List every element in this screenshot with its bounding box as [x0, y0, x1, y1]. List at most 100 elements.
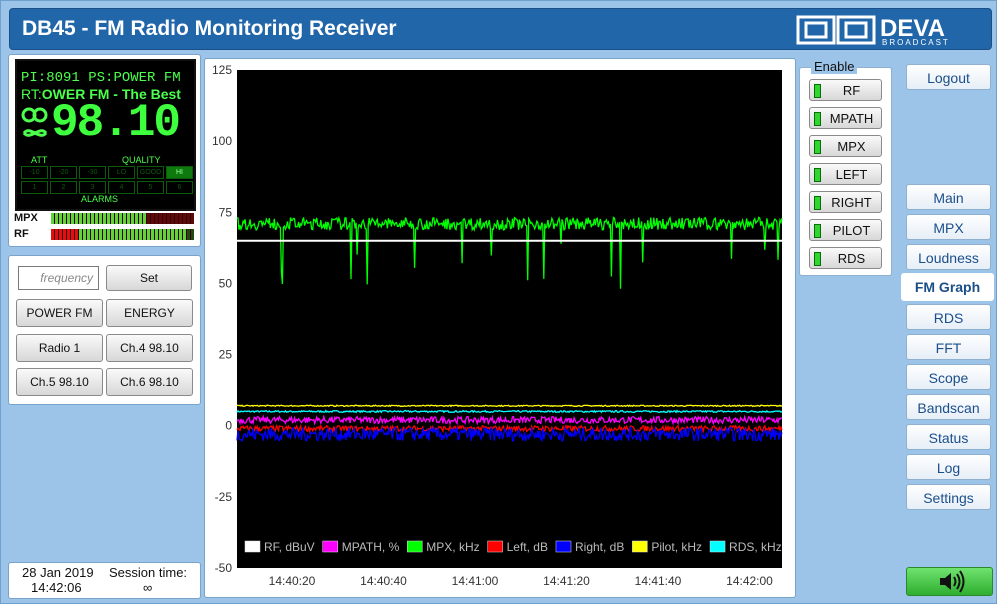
page-title: DB45 - FM Radio Monitoring Receiver	[22, 17, 397, 40]
logout-button[interactable]: Logout	[906, 64, 991, 90]
preset-button-3[interactable]: Radio 1	[16, 334, 103, 362]
meter-segment	[127, 229, 130, 240]
brand-name: DEVA	[880, 15, 945, 42]
meter-segment	[63, 213, 66, 224]
meter-segment	[51, 213, 54, 224]
nav-rds[interactable]: RDS	[906, 304, 991, 330]
meter-segment	[75, 213, 78, 224]
meter-segment	[147, 213, 150, 224]
nav-loudness[interactable]: Loudness	[906, 244, 991, 270]
led-indicator	[814, 84, 821, 98]
meter-segment	[115, 229, 118, 240]
preset-button-4[interactable]: Ch.4 98.10	[106, 334, 193, 362]
nav-log[interactable]: Log	[906, 454, 991, 480]
enable-mpath-button[interactable]: MPATH	[809, 107, 882, 129]
preset-button-2[interactable]: ENERGY	[106, 299, 193, 327]
att-label: ATT	[31, 155, 48, 165]
series-line	[236, 425, 783, 443]
y-tick-label: 25	[219, 348, 233, 362]
legend-swatch	[487, 540, 503, 553]
preset-button-1[interactable]: POWER FM	[16, 299, 103, 327]
led-indicator	[814, 252, 821, 266]
meter-segment	[67, 229, 70, 240]
led-indicator	[814, 168, 821, 182]
meter-segment	[159, 213, 162, 224]
enable-rds-button[interactable]: RDS	[809, 247, 882, 269]
meter-segment	[95, 213, 98, 224]
speaker-icon	[940, 570, 965, 593]
nav-mpx[interactable]: MPX	[906, 214, 991, 240]
nav-scope[interactable]: Scope	[906, 364, 991, 390]
att-quality-indicators: -10 -20 -30 LO GOOD HI	[21, 166, 193, 179]
meter-segment	[67, 213, 70, 224]
enable-mpx-button[interactable]: MPX	[809, 135, 882, 157]
meter-segment	[71, 213, 74, 224]
current-time: 14:42:06	[31, 580, 82, 595]
quality-cell: LO	[108, 166, 135, 179]
nav-fft[interactable]: FFT	[906, 334, 991, 360]
meter-segment	[171, 213, 174, 224]
series-line	[236, 409, 783, 414]
legend-label: MPATH, %	[342, 540, 400, 554]
enable-left-button[interactable]: LEFT	[809, 163, 882, 185]
nav-settings[interactable]: Settings	[906, 484, 991, 510]
mpx-level-meter	[51, 213, 194, 224]
preset-button-6[interactable]: Ch.6 98.10	[106, 368, 193, 396]
meter-segment	[191, 213, 194, 224]
meter-segment	[167, 229, 170, 240]
pi-value: 8091	[46, 70, 80, 86]
att-cell: -20	[50, 166, 77, 179]
enable-rf-button[interactable]: RF	[809, 79, 882, 101]
series-line	[236, 414, 783, 426]
legend-label: Left, dB	[507, 540, 548, 554]
header-bar: DB45 - FM Radio Monitoring Receiver DEVA…	[9, 8, 992, 50]
nav-bandscan[interactable]: Bandscan	[906, 394, 991, 420]
meter-segment	[183, 213, 186, 224]
deva-logo: DEVA BROADCAST	[796, 15, 948, 46]
y-tick-label: -50	[215, 561, 233, 575]
enable-pilot-button[interactable]: PILOT	[809, 219, 882, 241]
alarm-cell: 1	[21, 181, 48, 194]
meter-segment	[115, 213, 118, 224]
meter-segment	[179, 229, 182, 240]
led-indicator	[814, 140, 821, 154]
meter-segment	[55, 229, 58, 240]
nav-status[interactable]: Status	[906, 424, 991, 450]
meter-segment	[71, 229, 74, 240]
set-frequency-button[interactable]: Set	[106, 265, 192, 291]
legend-label: Pilot, kHz	[651, 540, 702, 554]
enable-label: MPX	[837, 139, 866, 154]
legend-swatch	[322, 540, 338, 553]
rt-value: OWER FM - The Best	[41, 86, 181, 102]
meter-segment	[95, 229, 98, 240]
x-tick-label: 14:40:20	[269, 574, 316, 588]
series-line	[236, 215, 783, 289]
meter-segment	[163, 229, 166, 240]
stereo-icon	[21, 107, 48, 137]
meter-segment	[51, 229, 54, 240]
enable-right-button[interactable]: RIGHT	[809, 191, 882, 213]
meter-segment	[99, 229, 102, 240]
preset-button-5[interactable]: Ch.5 98.10	[16, 368, 103, 396]
rds-pi-ps-line: PI:8091 PS:POWER FM	[21, 70, 181, 86]
rf-level-meter	[51, 229, 194, 240]
y-tick-label: 0	[225, 419, 232, 433]
y-tick-label: 50	[219, 276, 233, 290]
enable-label: RF	[842, 83, 861, 98]
alarm-cell: 2	[50, 181, 77, 194]
nav-fm-graph[interactable]: FM Graph	[901, 273, 994, 301]
meter-segment	[103, 213, 106, 224]
meter-segment	[91, 213, 94, 224]
nav-main[interactable]: Main	[906, 184, 991, 210]
meter-segment	[163, 213, 166, 224]
current-date: 28 Jan 2019	[22, 565, 94, 580]
frequency-input[interactable]: frequency	[18, 266, 99, 290]
meter-segment	[155, 213, 158, 224]
audio-toggle-button[interactable]	[906, 567, 993, 596]
rt-label: RT:	[21, 86, 42, 102]
rf-meter-label: RF	[14, 228, 29, 240]
ps-value: POWER FM	[113, 70, 181, 86]
enable-label: PILOT	[832, 223, 871, 238]
meter-segment	[91, 229, 94, 240]
meter-segment	[103, 229, 106, 240]
